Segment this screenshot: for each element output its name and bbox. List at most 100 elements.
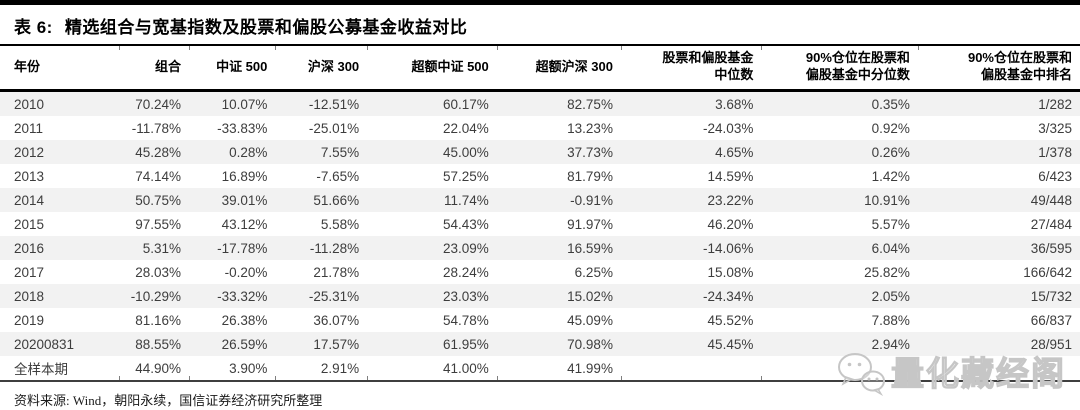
value-cell: -14.06% [703, 240, 754, 256]
table-title-text: 精选组合与宽基指数及股票和偏股公募基金收益对比 [64, 18, 468, 37]
table-row: 2011 -11.78% -33.83% -25.01% 22.04% 13.23% -24… [0, 116, 1080, 140]
table-row: 2018 -10.29% -33.32% -25.31% 23.03% 15.02% -24… [0, 284, 1080, 308]
value-cell: -33.83% [217, 120, 268, 136]
source-note: 资料来源: Wind，朝阳永续，国信证券经济研究所整理 [14, 393, 323, 408]
value-cell: 10.91% [864, 192, 910, 208]
value-cell: 23.22% [707, 192, 754, 208]
value-cell: 39.01% [221, 192, 268, 208]
value-cell: 50.75% [135, 192, 181, 208]
value-cell: 37.73% [567, 144, 613, 160]
table-row: 2017 28.03% -0.20% 21.78% 28.24% 6.25% 15.08% 2… [0, 260, 1080, 284]
value-cell: 97.55% [135, 216, 181, 232]
table-number-tag: 表 6: [14, 18, 53, 37]
value-cell: 45.09% [567, 312, 613, 328]
value-cell: 41.99% [567, 360, 613, 376]
column-header-8: 90%仓位在股票和 偏股基金中排名 [917, 46, 1080, 92]
table-row: 2010 70.24% 10.07% -12.51% 60.17% 82.75% 3.68%… [0, 90, 1080, 116]
title-rule [0, 44, 1080, 50]
value-cell: -25.01% [308, 120, 360, 136]
year-cell: 20200831 [14, 336, 75, 352]
value-cell: 26.38% [221, 312, 268, 328]
year-cell: 2011 [14, 120, 44, 136]
column-header-0: 年份 [0, 46, 119, 92]
table-row: 20200831 88.55% 26.59% 17.57% 61.95% 70.98% 45… [0, 332, 1080, 356]
value-cell: 44.90% [135, 360, 181, 376]
value-cell: 3.90% [229, 360, 268, 376]
year-cell: 2015 [14, 216, 45, 232]
value-cell: 51.66% [313, 192, 360, 208]
value-cell: -33.32% [217, 288, 268, 304]
value-cell: 23.03% [442, 288, 489, 304]
table-row: 2014 50.75% 39.01% 51.66% 11.74% -0.91% 23.22%… [0, 188, 1080, 212]
value-cell: 6.25% [574, 264, 613, 280]
value-cell: 45.00% [442, 144, 489, 160]
value-cell: -7.65% [316, 168, 360, 184]
value-cell: -24.03% [703, 120, 754, 136]
value-cell: 15.02% [567, 288, 613, 304]
value-cell: 23.09% [442, 240, 489, 256]
year-cell: 2012 [14, 144, 45, 160]
value-cell: 41.00% [442, 360, 489, 376]
value-cell: 54.78% [442, 312, 489, 328]
value-cell: 0.35% [871, 96, 910, 112]
value-cell: 16.89% [221, 168, 268, 184]
value-cell: 5.58% [320, 216, 360, 232]
column-header-3: 沪深 300 [275, 46, 368, 92]
year-cell: 2014 [14, 192, 45, 208]
value-cell: 166/642 [1023, 264, 1072, 280]
value-cell: 45.52% [707, 312, 754, 328]
value-cell: 49/448 [1030, 192, 1072, 208]
value-cell: -0.91% [570, 192, 613, 208]
table-row: 2013 74.14% 16.89% -7.65% 57.25% 81.79% 14.59%… [0, 164, 1080, 188]
table-row: 2019 81.16% 26.38% 36.07% 54.78% 45.09% 45.52%… [0, 308, 1080, 332]
value-cell: 4.65% [715, 144, 754, 160]
value-cell: 1/282 [1038, 96, 1072, 112]
column-header-1: 组合 [118, 46, 189, 92]
value-cell: 74.14% [135, 168, 181, 184]
value-cell: 0.28% [229, 144, 268, 160]
value-cell: 26.59% [221, 336, 268, 352]
value-cell: 54.43% [442, 216, 489, 232]
table-row: 2015 97.55% 43.12% 5.58% 54.43% 91.97% 46.20% 5… [0, 212, 1080, 236]
year-cell: 2018 [14, 288, 45, 304]
value-cell: 60.17% [442, 96, 489, 112]
value-cell: 15.08% [707, 264, 754, 280]
value-cell: 45.28% [135, 144, 181, 160]
value-cell: 0.92% [871, 120, 910, 136]
value-cell: 10.07% [221, 96, 268, 112]
value-cell [918, 356, 1080, 380]
value-cell: -17.78% [217, 240, 268, 256]
value-cell: 3.68% [715, 96, 754, 112]
value-cell: 81.79% [567, 168, 613, 184]
year-cell: 2010 [14, 96, 45, 112]
value-cell: 66/837 [1030, 312, 1072, 328]
year-cell: 2017 [14, 264, 45, 280]
top-rule [0, 0, 1080, 5]
value-cell: 5.31% [142, 240, 181, 256]
value-cell: 2.91% [320, 360, 360, 376]
value-cell: -24.34% [703, 288, 754, 304]
value-cell: 3/325 [1038, 120, 1072, 136]
value-cell: 28.03% [135, 264, 181, 280]
value-cell: 70.24% [135, 96, 181, 112]
value-cell: 17.57% [313, 336, 360, 352]
value-cell: 27/484 [1030, 216, 1072, 232]
year-cell: 2016 [14, 240, 45, 256]
table-row: 2012 45.28% 0.28% 7.55% 45.00% 37.73% 4.65% 0.2… [0, 140, 1080, 164]
value-cell [621, 356, 761, 380]
column-header-7: 90%仓位在股票和 偏股基金中分位数 [761, 46, 918, 92]
value-cell: 21.78% [313, 264, 360, 280]
value-cell: 6.04% [871, 240, 910, 256]
table-title: 表 6: 精选组合与宽基指数及股票和偏股公募基金收益对比 [0, 5, 1080, 44]
year-cell: 2013 [14, 168, 45, 184]
value-cell: 2.94% [871, 336, 910, 352]
table-row: 2016 5.31% -17.78% -11.28% 23.09% 16.59% -14.0… [0, 236, 1080, 260]
value-cell: -10.29% [130, 288, 181, 304]
footer-rule [0, 376, 1080, 382]
value-cell [761, 356, 918, 380]
value-cell: 45.45% [707, 336, 754, 352]
value-cell: 36.07% [313, 312, 360, 328]
value-cell: 57.25% [442, 168, 489, 184]
value-cell: 0.26% [871, 144, 910, 160]
year-cell: 2019 [14, 312, 45, 328]
